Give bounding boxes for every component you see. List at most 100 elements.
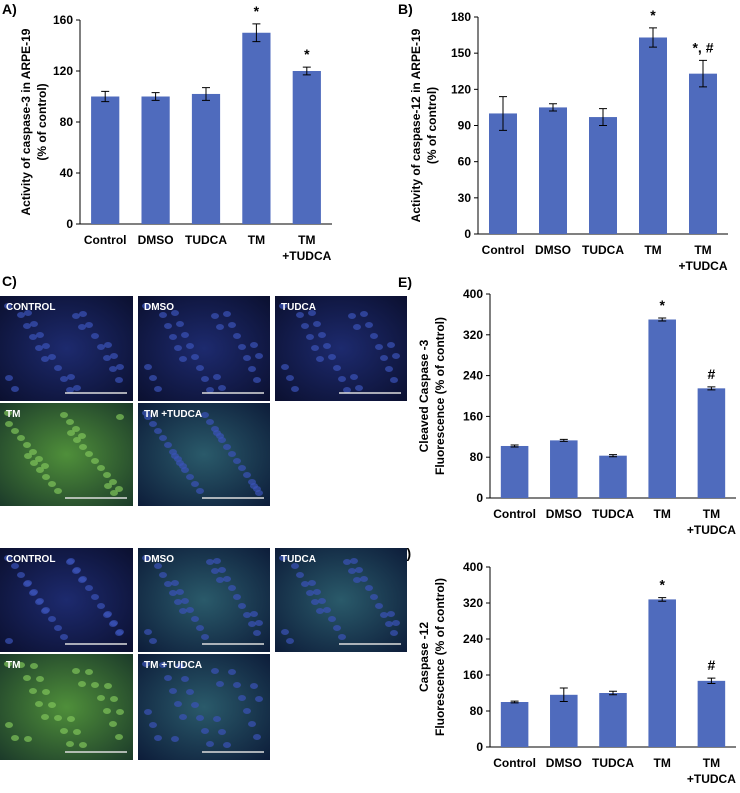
cell-nucleus [91, 682, 99, 688]
error-bar [549, 103, 557, 112]
cell-nucleus [250, 611, 258, 617]
bar [648, 319, 676, 498]
x-tick-label: TM [248, 233, 265, 247]
x-tick-label: DMSO [138, 233, 174, 247]
cell-nucleus [233, 333, 241, 339]
y-tick-label: 240 [463, 369, 483, 383]
error-bar [559, 438, 568, 442]
cell-nucleus [174, 345, 182, 351]
image-label: TUDCA [281, 302, 316, 313]
cell-nucleus [171, 736, 179, 742]
cell-nucleus [103, 472, 111, 478]
cell-nucleus [42, 607, 50, 613]
cell-nucleus [338, 634, 346, 640]
cell-nucleus [323, 343, 331, 349]
cell-nucleus [250, 342, 258, 348]
cell-nucleus [313, 589, 321, 595]
cell-nucleus [30, 663, 38, 669]
x-tick-label: TUDCA [185, 233, 227, 247]
cell-nucleus [169, 590, 177, 596]
cell-nucleus [79, 311, 87, 317]
cell-nucleus [149, 722, 157, 728]
cell-nucleus [42, 689, 50, 695]
cell-nucleus [186, 343, 194, 349]
cell-nucleus [154, 428, 162, 434]
cell-nucleus [104, 611, 112, 617]
cell-nucleus [291, 563, 299, 569]
cell-nucleus [186, 474, 194, 480]
cell-nucleus [169, 334, 177, 340]
cell-nucleus [11, 386, 19, 392]
cell-nucleus [213, 716, 221, 722]
significance-mark: * [650, 7, 656, 23]
cell-nucleus [375, 344, 383, 350]
cell-nucleus [109, 721, 117, 727]
y-tick-label: 160 [53, 13, 73, 27]
cell-nucleus [17, 662, 25, 668]
cell-nucleus [54, 625, 62, 631]
cell-nucleus [338, 376, 346, 382]
x-tick-label: TM [654, 507, 671, 521]
cell-nucleus [78, 324, 86, 330]
cell-nucleus [328, 354, 336, 360]
significance-mark: *, # [692, 39, 713, 55]
cell-nucleus [238, 695, 246, 701]
x-tick-label: TM +TUDCA [687, 756, 736, 786]
cell-nucleus [233, 682, 241, 688]
cell-nucleus [42, 343, 50, 349]
cell-nucleus [104, 683, 112, 689]
cell-nucleus [48, 354, 56, 360]
x-tick-label: TM [654, 756, 671, 770]
cell-nucleus [243, 612, 251, 618]
cell-nucleus [179, 714, 187, 720]
cell-nucleus [255, 353, 263, 359]
cell-nucleus [228, 322, 236, 328]
cell-nucleus [78, 681, 86, 687]
cell-nucleus [387, 611, 395, 617]
panel-label: E) [398, 274, 412, 290]
cell-nucleus [85, 585, 93, 591]
cell-nucleus [313, 321, 321, 327]
y-axis-label: Fluorescence (% of control) [433, 317, 447, 475]
cell-nucleus [238, 344, 246, 350]
cell-nucleus [348, 568, 356, 574]
cell-nucleus [286, 638, 294, 644]
cell-nucleus [171, 580, 179, 586]
cell-nucleus [243, 708, 251, 714]
y-tick-label: 0 [464, 227, 471, 241]
bar [91, 96, 120, 224]
cell-nucleus [97, 603, 105, 609]
y-tick-label: 120 [53, 64, 73, 78]
cell-nucleus [115, 486, 123, 492]
x-tick-label: TUDCA [592, 507, 634, 521]
bar [697, 680, 726, 747]
bar [489, 113, 517, 234]
cell-nucleus [164, 675, 172, 681]
cell-nucleus [54, 715, 62, 721]
bar [500, 445, 529, 498]
cell-nucleus [72, 313, 80, 319]
cell-nucleus [17, 435, 25, 441]
cell-nucleus [255, 490, 263, 496]
cell-nucleus [73, 567, 81, 573]
cell-nucleus [365, 585, 373, 591]
cell-nucleus [35, 345, 43, 351]
cell-nucleus [91, 458, 99, 464]
error-bar [609, 454, 617, 458]
cell-nucleus [154, 563, 162, 569]
cell-nucleus [72, 668, 80, 674]
cell-nucleus [36, 467, 44, 473]
cell-nucleus [385, 366, 393, 372]
cell-nucleus [159, 572, 167, 578]
image-label: CONTROL [6, 554, 55, 565]
cell-nucleus [109, 479, 117, 485]
micrograph [138, 403, 270, 506]
micrograph [0, 403, 133, 506]
cell-nucleus [201, 634, 209, 640]
cell-nucleus [218, 729, 226, 735]
cell-nucleus [223, 444, 231, 450]
x-tick-label: TM +TUDCA [687, 507, 736, 537]
bar [191, 93, 221, 224]
cell-nucleus [201, 412, 209, 418]
